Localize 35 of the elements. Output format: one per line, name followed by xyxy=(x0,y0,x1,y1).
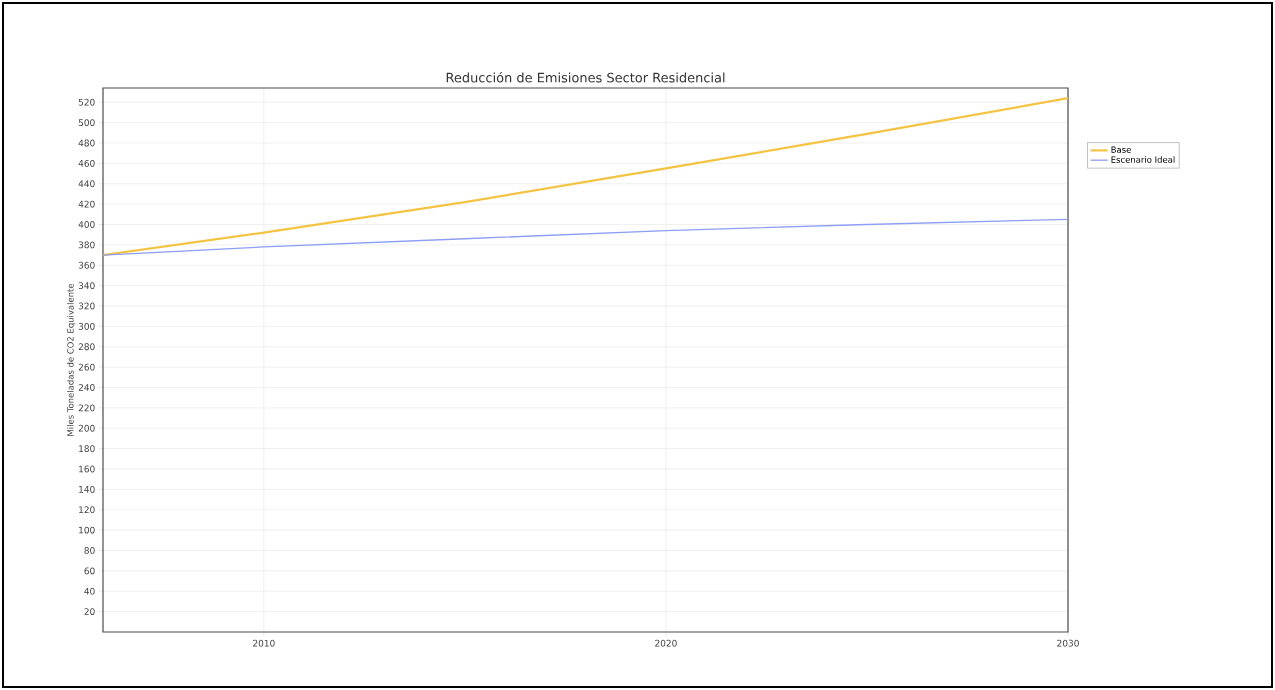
y-axis-title: Miles Toneladas de CO2 Equivalente xyxy=(67,283,76,436)
y-tick-label: 180 xyxy=(79,445,95,452)
y-tick-label: 160 xyxy=(79,465,95,473)
line-series xyxy=(103,218,1069,256)
y-tick-label: 40 xyxy=(84,587,95,595)
y-tick-label: 460 xyxy=(78,159,95,167)
x-tick-label: 2030 xyxy=(1057,639,1079,647)
y-tick-label: 20 xyxy=(84,608,95,615)
y-tick-label: 260 xyxy=(78,363,95,371)
y-tick-label: 220 xyxy=(78,404,95,412)
y-tick-label: 400 xyxy=(78,221,95,228)
legend-label: Escenario Ideal xyxy=(1111,156,1175,163)
x-tick-label: 2020 xyxy=(655,639,677,647)
legend-label: Base xyxy=(1111,146,1131,153)
y-tick-label: 360 xyxy=(78,261,95,269)
y-tick-label: 200 xyxy=(78,424,95,432)
x-tick-label: 2010 xyxy=(253,639,275,647)
y-tick-label: 120 xyxy=(79,506,95,514)
chart-title: Reducción de Emisiones Sector Residencial xyxy=(446,71,725,83)
y-tick-label: 240 xyxy=(78,384,95,391)
y-tick-label: 380 xyxy=(78,241,95,249)
y-tick-label: 140 xyxy=(79,485,95,493)
y-tick-label: 280 xyxy=(78,343,95,351)
y-tick-label: 80 xyxy=(84,547,95,554)
y-tick-label: 520 xyxy=(78,98,95,106)
y-tick-label: 440 xyxy=(78,180,95,188)
y-tick-label: 320 xyxy=(78,302,95,310)
y-tick-label: 60 xyxy=(84,567,95,575)
line-series xyxy=(103,97,1069,257)
y-tick-label: 480 xyxy=(78,139,95,147)
y-tick-label: 500 xyxy=(78,119,95,126)
y-tick-label: 300 xyxy=(78,322,95,330)
y-tick-label: 420 xyxy=(78,200,95,208)
y-tick-label: 340 xyxy=(78,282,95,289)
y-tick-label: 100 xyxy=(79,526,95,534)
